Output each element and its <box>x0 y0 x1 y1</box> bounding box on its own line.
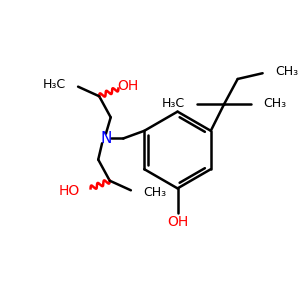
Text: CH₃: CH₃ <box>275 65 298 78</box>
Text: HO: HO <box>59 184 80 198</box>
Text: H₃C: H₃C <box>43 78 66 91</box>
Text: OH: OH <box>167 215 188 229</box>
Text: H₃C: H₃C <box>162 98 185 110</box>
Text: CH₃: CH₃ <box>143 186 167 199</box>
Text: OH: OH <box>117 79 139 93</box>
Text: N: N <box>100 131 112 146</box>
Text: CH₃: CH₃ <box>264 98 287 110</box>
